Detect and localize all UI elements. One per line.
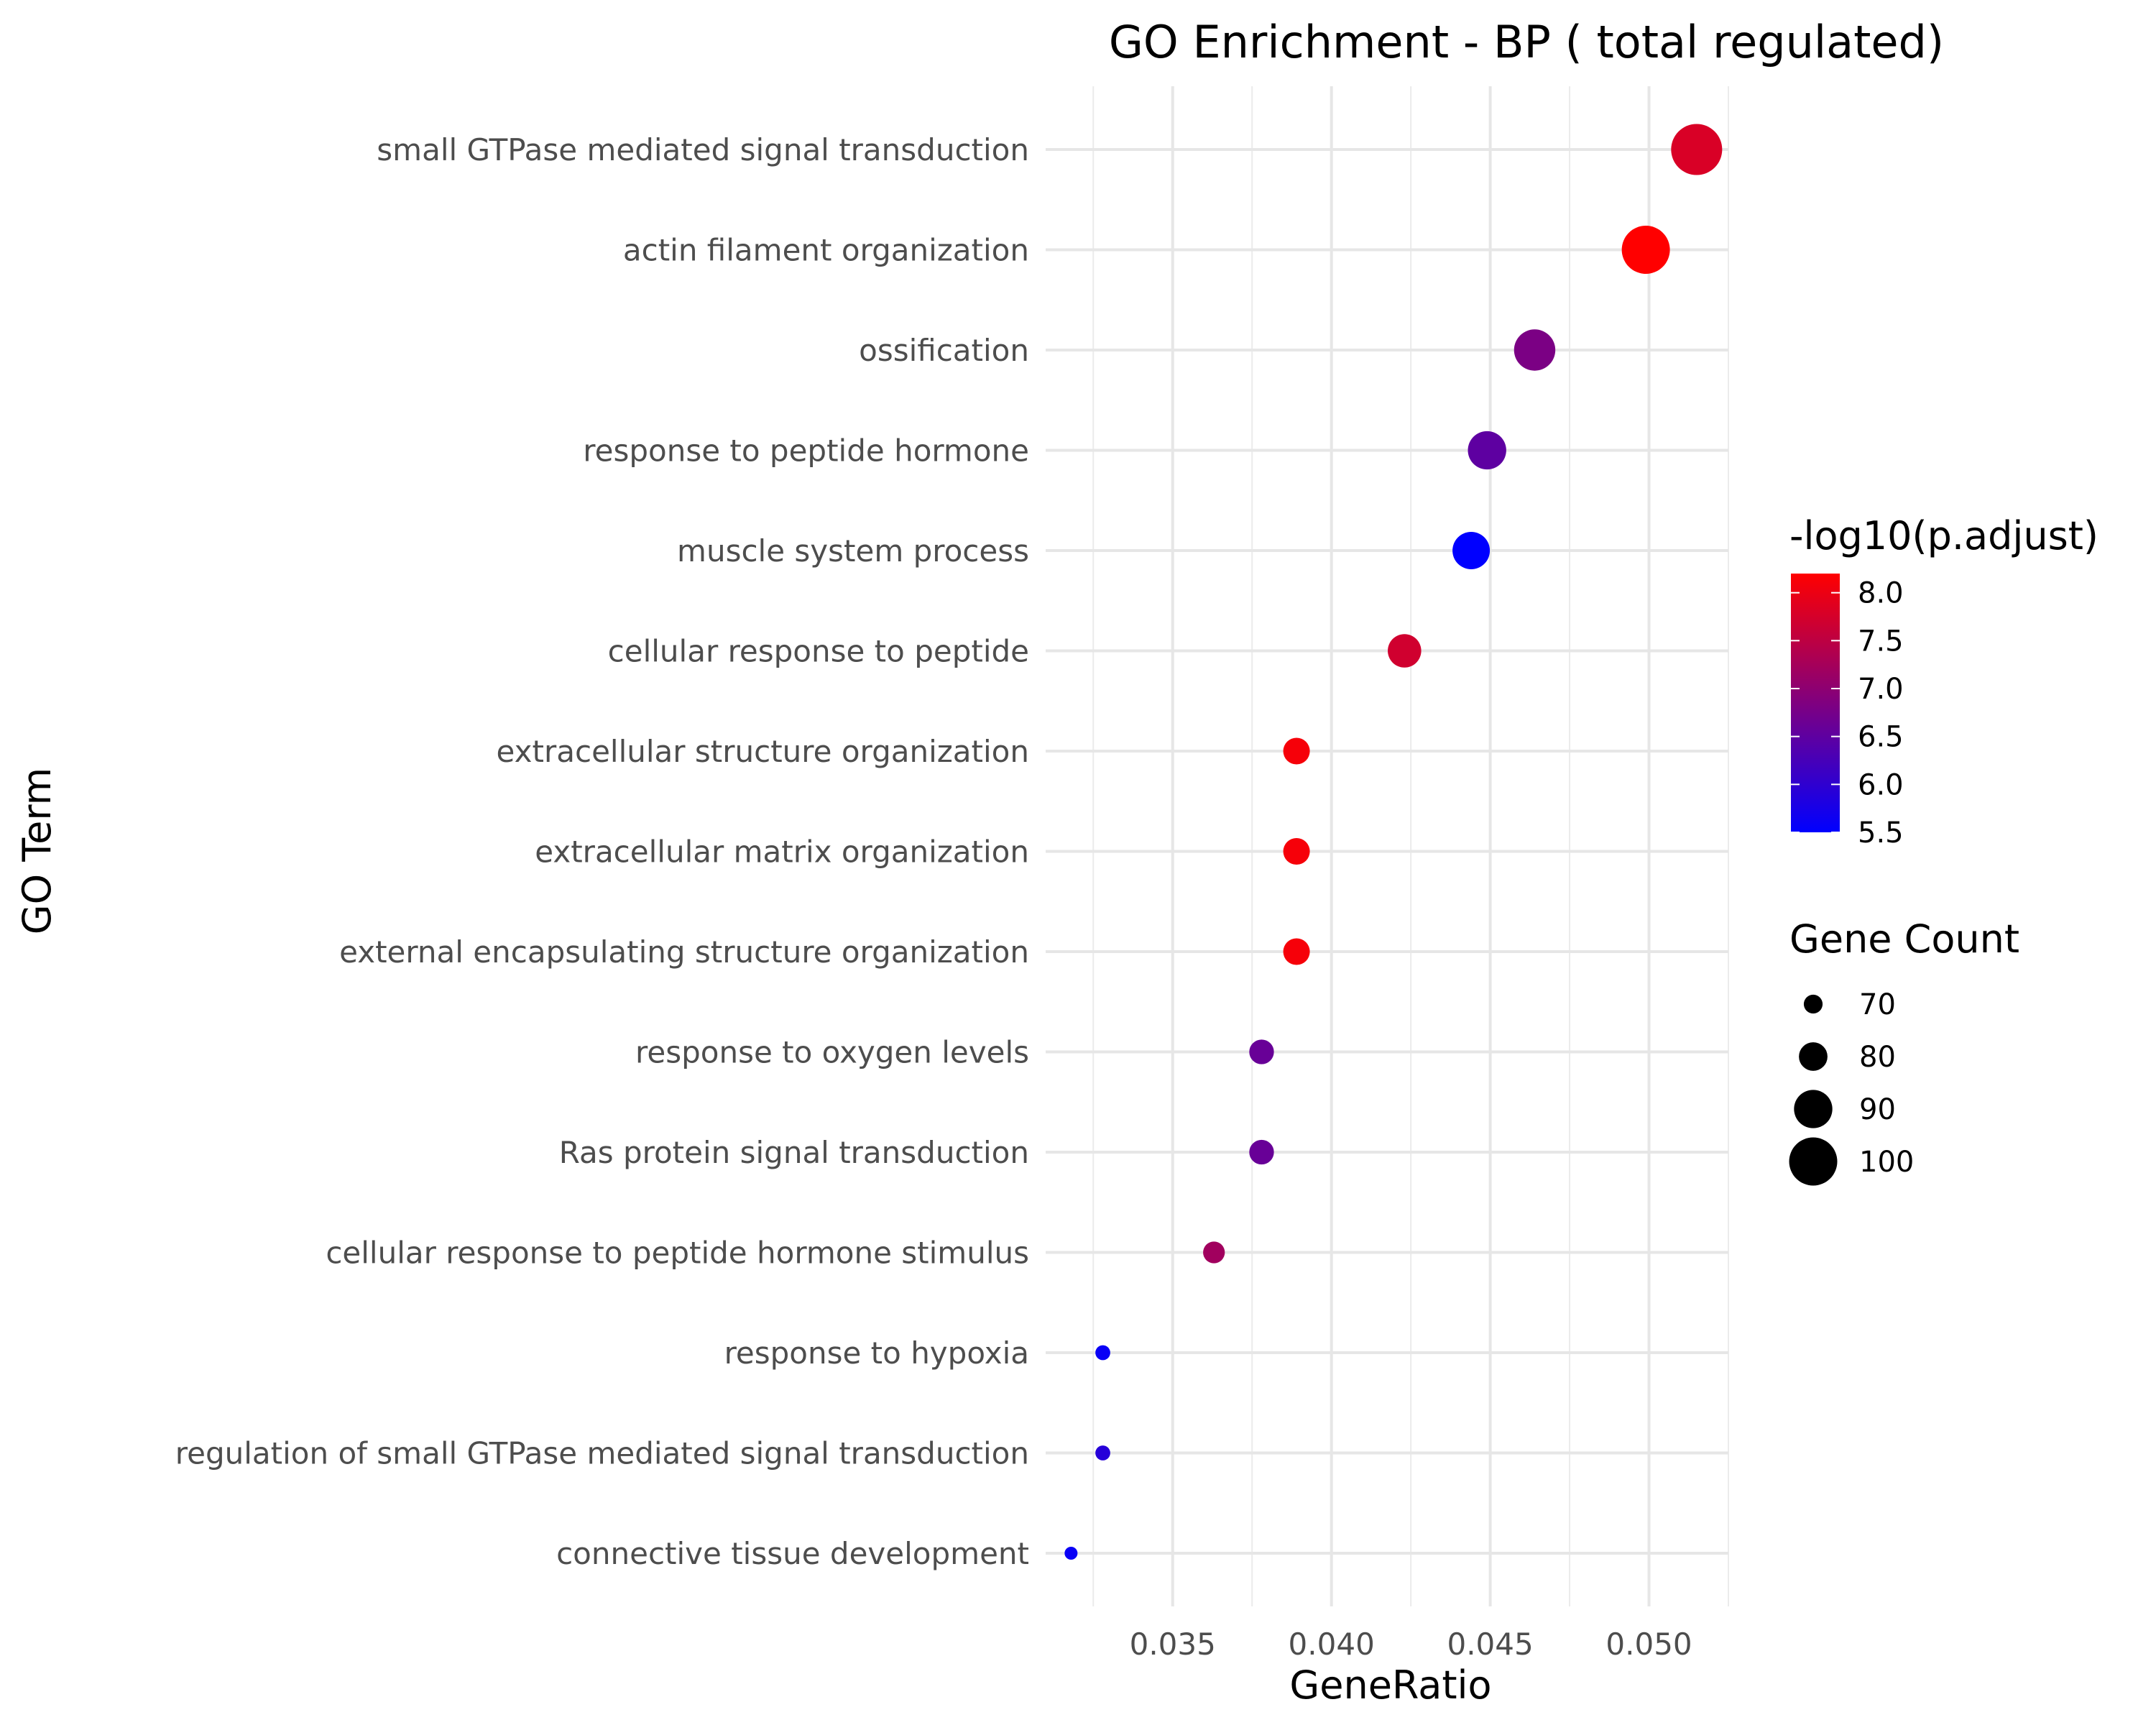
- size-legend-label: 100: [1859, 1146, 1914, 1179]
- colorbar-tick-label: 6.5: [1858, 721, 1904, 754]
- point-response-to-oxygen-levels: [1249, 1039, 1274, 1064]
- color-legend-title: -log10(p.adjust): [1789, 513, 2099, 558]
- colorbar-tick-label: 5.5: [1858, 816, 1904, 850]
- x-tick-label: 0.045: [1447, 1627, 1533, 1662]
- x-axis-title: GeneRatio: [1289, 1662, 1491, 1708]
- y-axis-title: GO Term: [14, 768, 60, 934]
- size-legend-items: 70 80 90 100: [1789, 988, 1914, 1186]
- y-tick-label: external encapsulating structure organiz…: [339, 934, 1029, 970]
- point-actin-filament-organization: [1621, 226, 1670, 274]
- y-tick-label: response to oxygen levels: [635, 1035, 1029, 1070]
- size-legend-label: 90: [1859, 1093, 1896, 1126]
- size-legend-key: [1803, 994, 1823, 1014]
- point-ossification: [1514, 329, 1556, 371]
- y-tick-label: response to hypoxia: [724, 1335, 1029, 1371]
- colorbar-tick-label: 6.0: [1858, 768, 1904, 801]
- size-legend-title: Gene Count: [1789, 916, 2019, 962]
- x-tick-label: 0.035: [1130, 1627, 1216, 1662]
- x-tick-label: 0.040: [1289, 1627, 1375, 1662]
- chart-title: GO Enrichment - BP ( total regulated): [1109, 16, 1944, 68]
- y-tick-label: cellular response to peptide: [608, 634, 1029, 669]
- y-tick-label: response to peptide hormone: [583, 433, 1029, 469]
- point-external-encapsulating-structure-organization: [1283, 938, 1310, 965]
- colorbar-tick-label: 8.0: [1858, 577, 1904, 610]
- y-tick-label: cellular response to peptide hormone sti…: [326, 1236, 1029, 1271]
- y-tick-label: connective tissue development: [556, 1536, 1029, 1571]
- point-response-to-hypoxia: [1095, 1345, 1110, 1361]
- colorbar-tick-label: 7.5: [1858, 625, 1904, 658]
- point-cellular-response-to-peptide: [1388, 634, 1422, 668]
- y-tick-label: actin filament organization: [623, 233, 1029, 268]
- x-tick-label: 0.050: [1606, 1627, 1692, 1662]
- color-legend-ticks: 5.5 6.0 6.5 7.0 7.5 8.0: [1791, 577, 1904, 850]
- y-axis-ticks: small GTPase mediated signal transductio…: [175, 132, 1029, 1571]
- point-extracellular-structure-organization: [1283, 737, 1310, 765]
- point-connective-tissue-development: [1064, 1547, 1078, 1560]
- size-legend-key: [1799, 1042, 1828, 1071]
- point-regulation-of-small-gtpase-mediated-signal-transduction: [1095, 1445, 1110, 1460]
- point-ras-protein-signal-transduction: [1249, 1139, 1274, 1165]
- point-muscle-system-process: [1452, 532, 1491, 569]
- data-points: [1064, 124, 1723, 1560]
- y-tick-label: muscle system process: [677, 533, 1029, 569]
- y-tick-label: extracellular structure organization: [497, 734, 1029, 769]
- y-tick-label: extracellular matrix organization: [535, 834, 1029, 870]
- size-legend: Gene Count 70 80 90 100: [1789, 916, 2019, 1186]
- y-tick-label: regulation of small GTPase mediated sign…: [175, 1436, 1029, 1471]
- point-response-to-peptide-hormone: [1468, 431, 1506, 470]
- color-legend-bar: [1791, 574, 1840, 832]
- y-tick-label: ossification: [859, 333, 1029, 368]
- x-axis-ticks: 0.035 0.040 0.045 0.050: [1130, 1627, 1692, 1662]
- size-legend-key: [1794, 1090, 1833, 1128]
- y-tick-label: Ras protein signal transduction: [559, 1135, 1029, 1170]
- y-tick-label: small GTPase mediated signal transductio…: [377, 132, 1029, 167]
- size-legend-label: 80: [1859, 1041, 1896, 1074]
- color-legend: -log10(p.adjust) 5.5 6.0 6.5 7.0 7.5 8.0: [1789, 513, 2099, 850]
- grid: [1046, 86, 1729, 1606]
- size-legend-key: [1789, 1137, 1838, 1186]
- size-legend-label: 70: [1859, 988, 1896, 1021]
- point-extracellular-matrix-organization: [1283, 837, 1310, 865]
- colorbar-tick-label: 7.0: [1858, 673, 1904, 706]
- point-cellular-response-to-peptide-hormone-stimulus: [1203, 1241, 1225, 1264]
- point-small-gtpase-mediated-signal-transduction: [1671, 124, 1723, 175]
